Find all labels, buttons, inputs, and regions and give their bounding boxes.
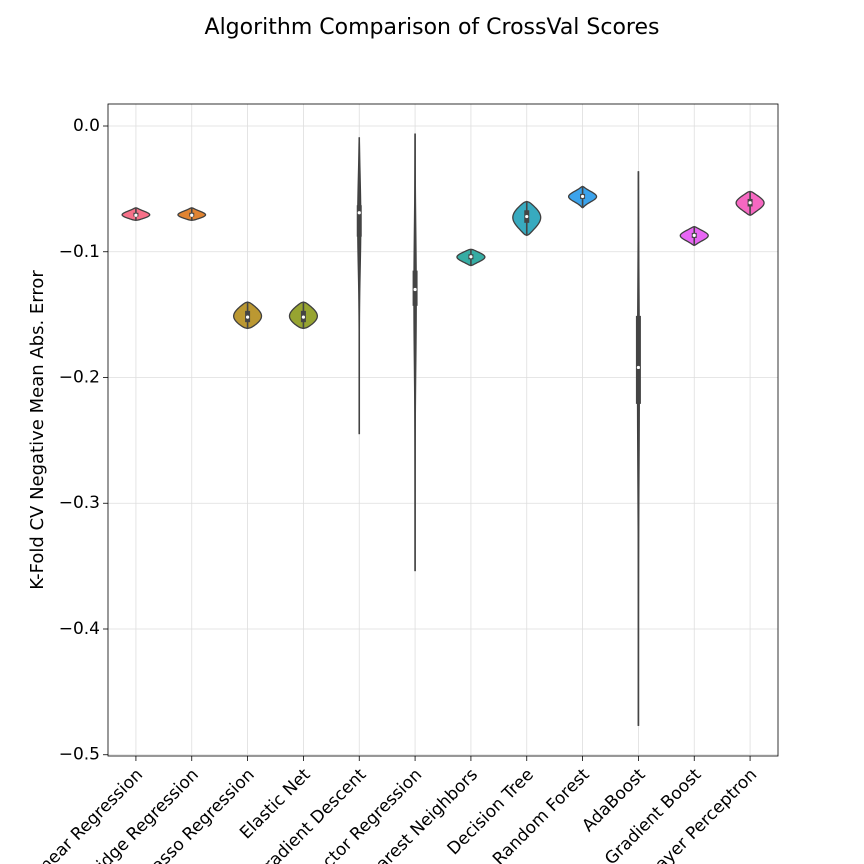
plot-frame xyxy=(107,103,779,757)
y-tick-label: −0.1 xyxy=(59,242,100,262)
median xyxy=(134,213,138,217)
median xyxy=(525,214,529,219)
median xyxy=(413,287,417,292)
chart-title: Algorithm Comparison of CrossVal Scores xyxy=(205,15,660,40)
y-tick-label: −0.4 xyxy=(59,619,100,639)
median xyxy=(636,365,641,370)
plot xyxy=(121,133,765,726)
median xyxy=(580,194,585,199)
median xyxy=(301,315,306,319)
y-tick-label: −0.5 xyxy=(59,745,100,765)
median xyxy=(469,255,473,259)
median xyxy=(190,213,194,217)
y-tick-label: −0.3 xyxy=(59,493,100,513)
median xyxy=(692,233,696,238)
median xyxy=(245,315,250,319)
y-tick-label: 0.0 xyxy=(73,116,100,136)
y-axis-label: K-Fold CV Negative Mean Abs. Error xyxy=(27,270,48,590)
median xyxy=(357,211,361,215)
median xyxy=(748,201,752,205)
y-tick-label: −0.2 xyxy=(59,368,100,388)
